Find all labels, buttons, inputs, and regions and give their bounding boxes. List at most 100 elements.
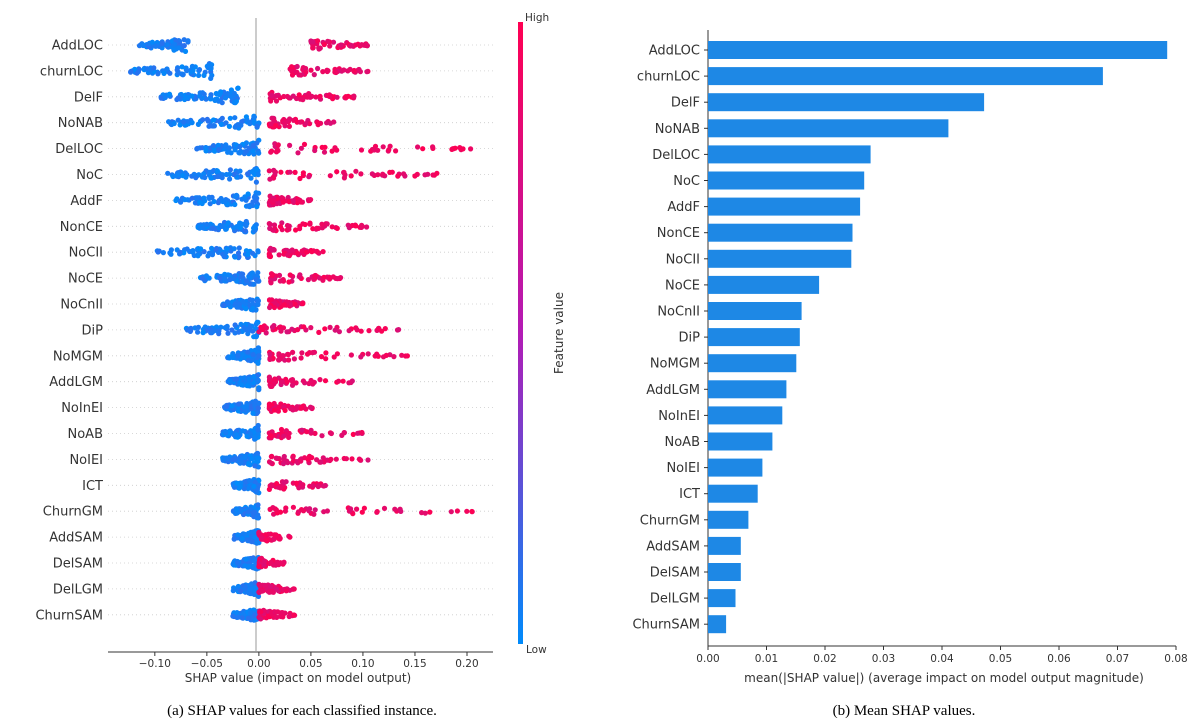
shap-point-high <box>294 63 300 70</box>
shap-point-low <box>189 120 195 126</box>
shap-point-low <box>255 426 261 432</box>
shap-point-low <box>182 197 188 203</box>
shap-point-high <box>290 349 296 355</box>
shap-point-high <box>334 147 340 153</box>
shap-point-high <box>296 274 302 280</box>
shap-point-low <box>217 275 223 281</box>
shap-point-low <box>223 142 229 148</box>
shap-point-high <box>403 353 409 359</box>
shap-point-low <box>246 376 252 382</box>
shap-point-high <box>278 613 284 620</box>
shap-point-low <box>243 114 249 120</box>
shap-point-low <box>230 588 236 594</box>
shap-point-high <box>329 224 335 230</box>
shap-point-low <box>222 199 228 205</box>
shap-point-high <box>341 430 347 436</box>
shap-point-high <box>352 42 358 48</box>
shap-point-high <box>267 351 273 357</box>
shap-point-high <box>329 148 335 154</box>
shap-point-low <box>254 166 260 173</box>
shap-point-high <box>273 149 280 155</box>
shap-point-high <box>347 43 353 49</box>
shap-point-high <box>314 119 321 125</box>
bar <box>708 171 865 190</box>
shap-point-high <box>325 68 331 74</box>
shap-point-high <box>288 406 294 412</box>
shap-point-low <box>212 327 218 333</box>
shap-point-high <box>300 508 307 514</box>
shap-point-low <box>250 328 256 334</box>
x-tick-label: −0.10 <box>139 658 171 670</box>
shap-point-low <box>211 198 217 205</box>
shap-point-high <box>279 195 285 201</box>
shap-point-high <box>290 504 296 510</box>
shap-point-low <box>252 557 258 563</box>
shap-point-high <box>292 169 298 175</box>
shap-point-high <box>365 351 371 357</box>
shap-point-high <box>430 144 436 150</box>
shap-point-low <box>195 329 201 335</box>
shap-point-low <box>254 123 260 129</box>
shap-point-high <box>266 221 272 227</box>
shap-point-low <box>239 351 245 357</box>
colorbar: High Low Feature value <box>518 12 566 656</box>
shap-point-high <box>281 120 287 126</box>
shap-point-low <box>210 123 216 129</box>
shap-point-high <box>334 225 340 231</box>
shap-point-high <box>349 456 355 462</box>
shap-point-low <box>194 195 200 201</box>
shap-point-high <box>286 357 292 363</box>
shap-point-low <box>241 486 247 492</box>
shap-point-high <box>393 148 399 154</box>
bar <box>708 510 749 529</box>
shap-point-high <box>357 69 363 75</box>
shap-point-low <box>201 249 207 255</box>
shap-point-low <box>238 588 244 594</box>
shap-point-high <box>430 172 436 178</box>
shap-point-high <box>269 272 275 279</box>
shap-point-high <box>298 405 304 411</box>
shap-point-high <box>303 121 309 127</box>
shap-point-low <box>238 382 245 388</box>
x-axis-label: mean(|SHAP value|) (average impact on mo… <box>744 671 1144 685</box>
shap-point-high <box>271 222 278 228</box>
shap-point-high <box>269 383 275 389</box>
shap-point-high <box>333 456 339 462</box>
shap-point-low <box>204 221 210 227</box>
feature-label: ICT <box>82 479 103 494</box>
shap-point-low <box>247 590 253 597</box>
shap-point-high <box>327 43 333 49</box>
shap-point-low <box>236 329 242 335</box>
shap-point-low <box>226 123 232 129</box>
shap-point-low <box>247 121 253 127</box>
shap-point-high <box>267 356 273 362</box>
shap-point-high <box>305 457 311 463</box>
shap-point-high <box>414 171 420 177</box>
shap-point-low <box>241 325 247 331</box>
shap-point-low <box>195 324 201 330</box>
shap-point-high <box>287 534 293 540</box>
shap-point-high <box>308 325 314 331</box>
shap-point-low <box>254 204 260 210</box>
shap-point-low <box>177 198 183 204</box>
shap-point-high <box>359 429 365 436</box>
shap-point-high <box>351 93 357 99</box>
shap-point-high <box>286 434 292 440</box>
shap-point-high <box>311 511 317 517</box>
shap-point-low <box>255 298 261 304</box>
shap-point-low <box>236 150 242 156</box>
shap-point-high <box>343 94 349 100</box>
shap-point-high <box>269 92 275 99</box>
shap-point-high <box>258 535 264 541</box>
shap-point-low <box>245 349 251 355</box>
bar <box>708 249 852 268</box>
shap-point-low <box>160 250 166 256</box>
shap-point-high <box>269 247 275 253</box>
shap-point-low <box>247 610 253 616</box>
shap-point-low <box>197 199 203 205</box>
shap-point-low <box>234 510 240 516</box>
shap-point-high <box>343 456 349 462</box>
shap-point-high <box>398 508 404 514</box>
shap-point-high <box>317 93 323 99</box>
shap-point-low <box>255 360 261 366</box>
